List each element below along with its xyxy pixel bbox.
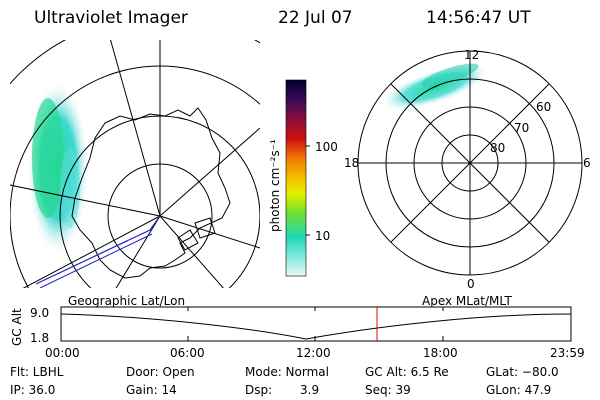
lat-80-label: 80 xyxy=(490,141,505,155)
date-label: 22 Jul 07 xyxy=(278,8,353,28)
coastline xyxy=(71,107,231,279)
mlt-6-label: 6 xyxy=(583,156,591,170)
timeline-y-tick-bottom: 1.8 xyxy=(30,331,50,345)
instrument-title: Ultraviolet Imager xyxy=(34,8,188,28)
info-mode: Mode: Normal xyxy=(245,365,329,379)
timeline-y-tick-top: 9.0 xyxy=(30,306,50,320)
lat-60-label: 60 xyxy=(536,100,551,114)
x-tick-1800: 18:00 xyxy=(423,346,458,360)
timeline-y-label: GC Alt xyxy=(10,308,24,346)
colorbar-tick-10: 10 xyxy=(315,229,331,243)
info-glat: GLat: −80.0 xyxy=(486,365,559,379)
ground-track xyxy=(35,215,161,285)
info-door: Door: Open xyxy=(126,365,195,379)
polar-grid xyxy=(357,50,583,276)
polar-plot: 12 0 18 6 60 70 80 xyxy=(344,48,591,290)
info-glon: GLon: 47.9 xyxy=(486,383,552,397)
info-dsp-label: Dsp: xyxy=(245,383,273,397)
timeline-left-title: Geographic Lat/Lon xyxy=(68,294,186,308)
x-tick-2359: 23:59 xyxy=(550,346,585,360)
altitude-curve xyxy=(60,313,572,340)
info-seq: Seq: 39 xyxy=(365,383,411,397)
time-label: 14:56:47 UT xyxy=(426,8,531,28)
mlt-18-label: 18 xyxy=(344,156,359,170)
colorbar-tick-100: 100 xyxy=(315,140,338,154)
info-gc-alt: GC Alt: 6.5 Re xyxy=(365,365,449,379)
lat-70-label: 70 xyxy=(514,121,529,135)
mlt-12-label: 12 xyxy=(464,48,479,62)
timeline-plot xyxy=(60,306,572,342)
meridians xyxy=(10,40,260,288)
colorbar xyxy=(285,79,310,277)
x-tick-0600: 06:00 xyxy=(170,346,205,360)
info-ip: IP: 36.0 xyxy=(10,383,56,397)
timeline-right-title: Apex MLat/MLT xyxy=(422,294,512,308)
colorbar-unit-label: photon cm⁻²s⁻¹ xyxy=(268,139,282,232)
x-tick-1200: 12:00 xyxy=(296,346,331,360)
x-tick-0000: 00:00 xyxy=(45,346,80,360)
info-dsp-value: 3.9 xyxy=(300,383,320,397)
geographic-image xyxy=(10,40,260,288)
info-gain: Gain: 14 xyxy=(126,383,177,397)
info-flt: Flt: LBHL xyxy=(10,365,64,379)
mlt-0-label: 0 xyxy=(467,277,475,290)
